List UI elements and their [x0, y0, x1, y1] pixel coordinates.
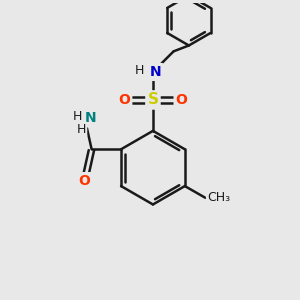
Text: N: N — [84, 111, 96, 125]
Text: O: O — [176, 93, 188, 107]
Text: H: H — [73, 110, 82, 123]
Text: CH₃: CH₃ — [207, 191, 230, 204]
Text: S: S — [147, 92, 158, 107]
Text: O: O — [78, 174, 90, 188]
Text: H: H — [135, 64, 144, 77]
Text: O: O — [118, 93, 130, 107]
Text: N: N — [150, 65, 162, 79]
Text: H: H — [76, 123, 86, 136]
